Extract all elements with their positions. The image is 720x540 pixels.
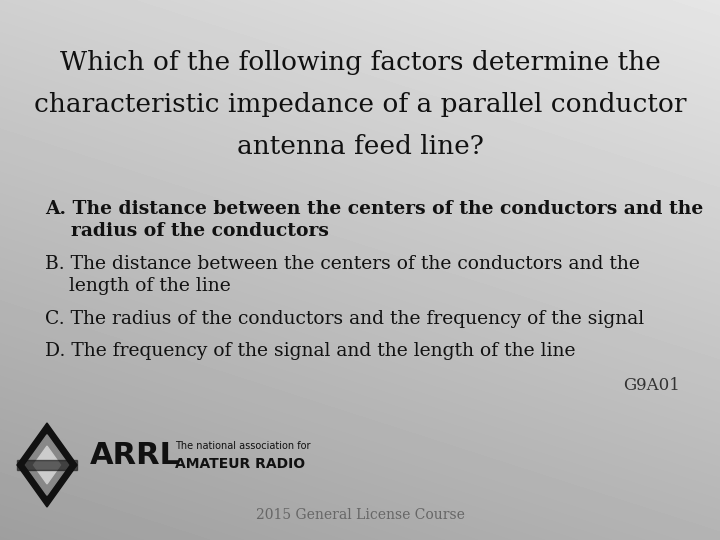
Text: characteristic impedance of a parallel conductor: characteristic impedance of a parallel c…	[34, 92, 686, 117]
Polygon shape	[25, 435, 68, 495]
Text: antenna feed line?: antenna feed line?	[237, 134, 483, 159]
Polygon shape	[17, 423, 77, 507]
Text: ARRL: ARRL	[90, 441, 180, 469]
Text: B. The distance between the centers of the conductors and the: B. The distance between the centers of t…	[45, 255, 640, 273]
Text: radius of the conductors: radius of the conductors	[45, 222, 329, 240]
Text: 2015 General License Course: 2015 General License Course	[256, 508, 464, 522]
Text: D. The frequency of the signal and the length of the line: D. The frequency of the signal and the l…	[45, 342, 575, 360]
Text: Which of the following factors determine the: Which of the following factors determine…	[60, 50, 660, 75]
Polygon shape	[17, 460, 77, 470]
Text: The national association for: The national association for	[175, 441, 310, 451]
Text: A. The distance between the centers of the conductors and the: A. The distance between the centers of t…	[45, 200, 703, 218]
Text: length of the line: length of the line	[45, 277, 230, 295]
Text: C. The radius of the conductors and the frequency of the signal: C. The radius of the conductors and the …	[45, 310, 644, 328]
Text: G9A01: G9A01	[623, 377, 680, 394]
Text: AMATEUR RADIO: AMATEUR RADIO	[175, 457, 305, 471]
Polygon shape	[34, 446, 60, 484]
